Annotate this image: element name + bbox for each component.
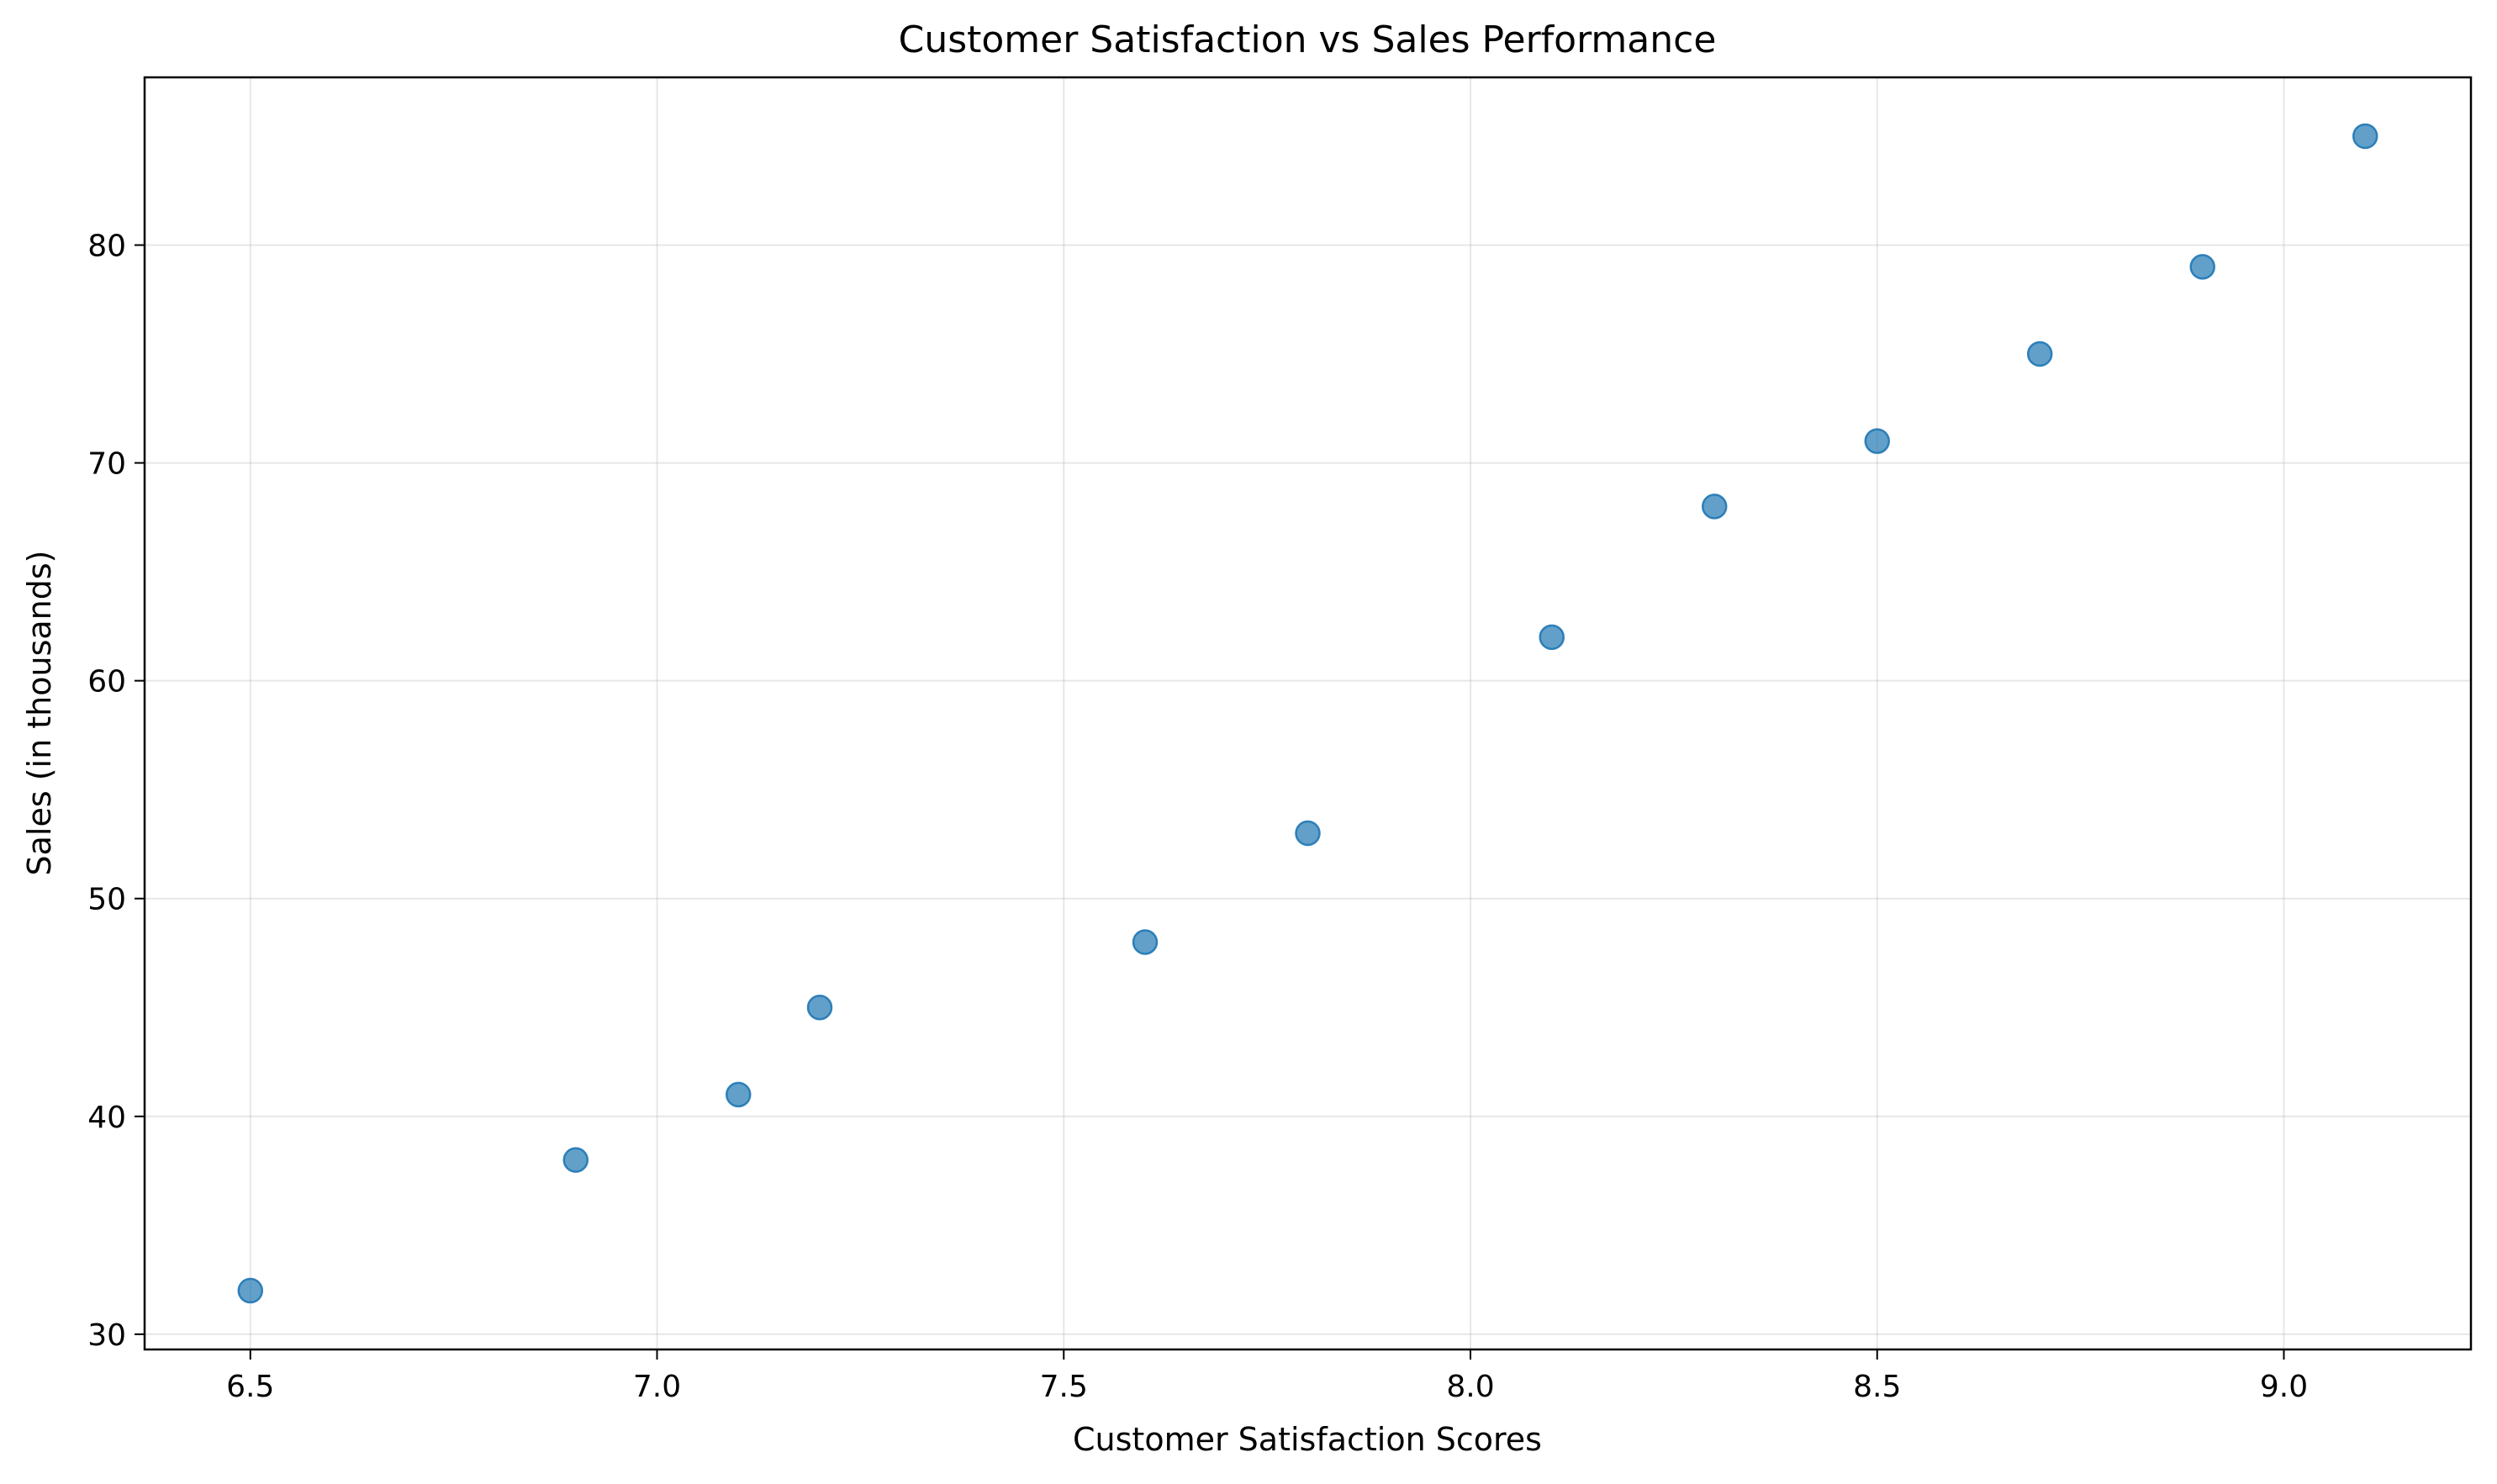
y-tick-label: 40 — [87, 1101, 126, 1135]
y-tick-label: 60 — [87, 665, 126, 700]
data-point — [1864, 428, 1890, 454]
grid-lines — [145, 77, 2471, 1349]
chart-title: Customer Satisfaction vs Sales Performan… — [899, 18, 1717, 61]
data-points — [237, 123, 2378, 1304]
x-tick-label: 8.0 — [1446, 1370, 1494, 1404]
y-tick-label: 70 — [87, 447, 126, 482]
x-tick-label: 6.5 — [226, 1370, 274, 1404]
data-point — [237, 1277, 264, 1304]
x-tick-label: 7.0 — [633, 1370, 681, 1404]
data-point — [1132, 929, 1159, 955]
x-tick-label: 9.0 — [2260, 1370, 2308, 1404]
data-point — [2352, 123, 2378, 150]
y-tick-label: 50 — [87, 883, 126, 917]
data-point — [1701, 494, 1728, 520]
y-tick-label: 80 — [87, 229, 126, 263]
plot-area — [143, 76, 2473, 1351]
data-point — [2189, 254, 2215, 280]
y-axis-label: Sales (in thousands) — [21, 551, 58, 876]
data-point — [562, 1147, 589, 1173]
x-tick-label: 7.5 — [1040, 1370, 1088, 1404]
data-point — [1295, 820, 1321, 847]
x-tick-label: 8.5 — [1853, 1370, 1901, 1404]
x-axis-label: Customer Satisfaction Scores — [1073, 1421, 1542, 1458]
data-point — [2026, 341, 2053, 367]
data-point — [726, 1081, 752, 1108]
y-tick-label: 30 — [87, 1318, 126, 1353]
axis-ticks: 6.5 7.0 7.5 8.0 8.5 9.0 30 40 50 60 70 80 — [87, 229, 2308, 1404]
data-point — [1539, 624, 1565, 651]
data-point — [806, 995, 833, 1021]
